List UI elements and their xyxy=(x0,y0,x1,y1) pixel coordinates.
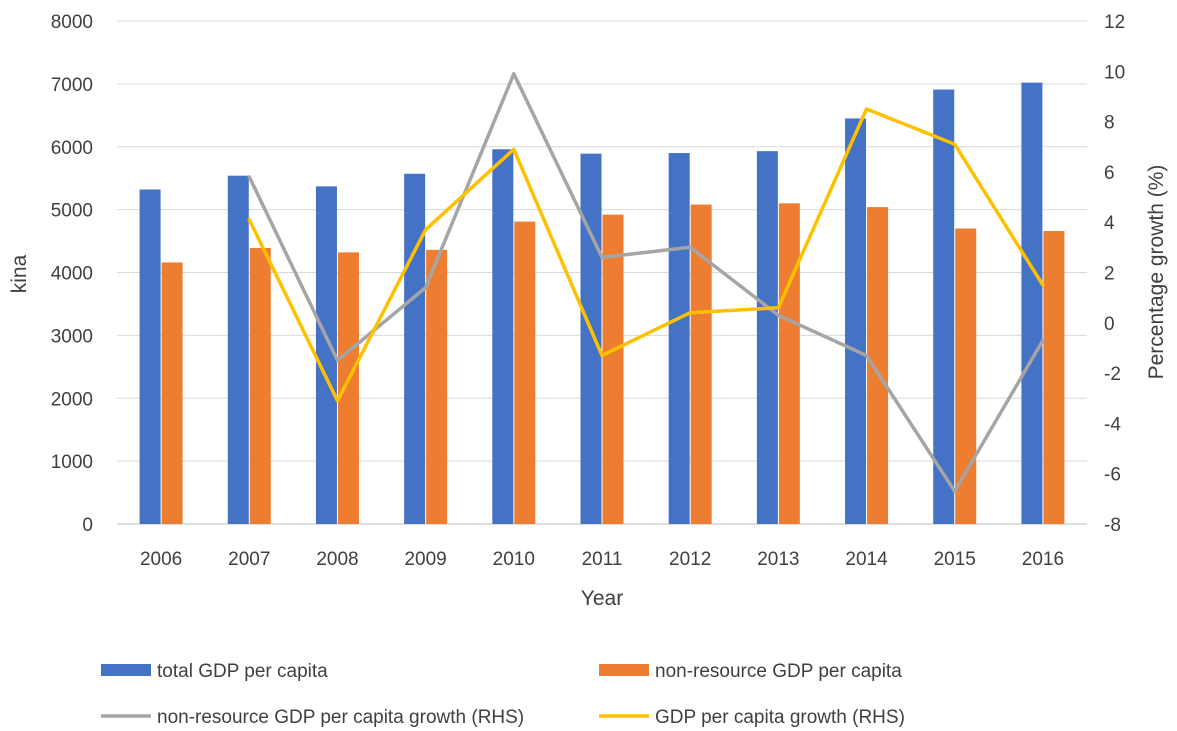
y-tick-label: 5000 xyxy=(51,201,93,222)
gridlines xyxy=(117,20,1087,525)
y-tick-label: 3000 xyxy=(51,326,93,347)
line-gdp-growth xyxy=(247,107,1045,403)
bar-total-2012 xyxy=(668,153,690,524)
bar-non-resource-2011 xyxy=(602,214,624,524)
x-tick-label: 2015 xyxy=(934,549,976,570)
y2-tick-label: 2 xyxy=(1104,264,1115,285)
bar-total-2016 xyxy=(1021,82,1043,525)
bar-total-2009 xyxy=(404,173,426,524)
x-axis-ticks: 2006 2007 2008 2009 2010 2011 2012 2013 2014 2015… xyxy=(140,549,1064,570)
x-tick-label: 2006 xyxy=(140,549,182,570)
series-lines xyxy=(247,72,1045,494)
bar-non-resource-2013 xyxy=(778,203,800,524)
legend-label: GDP per capita growth (RHS) xyxy=(655,707,905,728)
x-axis-title: Year xyxy=(581,587,623,610)
y2-tick-label: -2 xyxy=(1104,364,1121,385)
legend-label: non-resource GDP per capita xyxy=(655,661,902,682)
y2-tick-label: 10 xyxy=(1104,62,1125,83)
bar-non-resource-2008 xyxy=(337,252,359,524)
x-tick-label: 2009 xyxy=(404,549,446,570)
bar-non-resource-2016 xyxy=(1043,231,1065,524)
bar-non-resource-2010 xyxy=(514,221,536,525)
x-tick-label: 2012 xyxy=(669,549,711,570)
y2-tick-label: 8 xyxy=(1104,113,1115,134)
y-tick-label: 4000 xyxy=(51,264,93,285)
bar-total-2015 xyxy=(933,89,955,524)
y2-tick-label: 6 xyxy=(1104,163,1115,184)
x-tick-label: 2010 xyxy=(493,549,535,570)
y2-axis-ticks: -8 -6 -4 -2 0 2 4 6 8 10 12 xyxy=(1104,12,1125,536)
x-tick-label: 2013 xyxy=(757,549,799,570)
bar-total-2014 xyxy=(845,118,867,525)
legend-swatch xyxy=(599,664,649,676)
y2-tick-label: -4 xyxy=(1104,414,1121,435)
legend: total GDP per capita non-resource GDP per… xyxy=(101,661,905,728)
y-tick-label: 0 xyxy=(82,515,93,536)
y2-tick-label: -8 xyxy=(1104,515,1121,536)
bar-total-2007 xyxy=(227,175,249,525)
bar-total-2013 xyxy=(756,151,778,524)
y2-tick-label: -6 xyxy=(1104,465,1121,486)
legend-label: total GDP per capita xyxy=(157,661,328,682)
bar-non-resource-2009 xyxy=(426,249,448,525)
x-tick-label: 2011 xyxy=(582,549,623,570)
y-tick-label: 7000 xyxy=(51,75,93,96)
y-tick-label: 6000 xyxy=(51,138,93,159)
bar-non-resource-2014 xyxy=(867,207,889,525)
legend-label: non-resource GDP per capita growth (RHS) xyxy=(157,707,524,728)
x-tick-label: 2008 xyxy=(316,549,358,570)
bar-total-2008 xyxy=(315,186,337,524)
bar-non-resource-2015 xyxy=(955,228,977,525)
x-tick-label: 2007 xyxy=(228,549,270,570)
line-non-resource-growth xyxy=(247,72,1045,494)
bar-total-2006 xyxy=(139,189,161,524)
x-tick-label: 2016 xyxy=(1022,549,1064,570)
legend-swatch xyxy=(101,664,151,676)
bars xyxy=(139,82,1065,525)
y-axis-ticks: 0 1000 2000 3000 4000 5000 6000 7000 8000 xyxy=(51,12,93,536)
y2-axis-title: Percentage growth (%) xyxy=(1145,165,1168,380)
bar-non-resource-2012 xyxy=(690,204,712,524)
bar-non-resource-2007 xyxy=(249,247,271,524)
y-axis-title: kina xyxy=(8,254,31,293)
y2-tick-label: 12 xyxy=(1104,12,1125,33)
y2-tick-label: 4 xyxy=(1104,213,1115,234)
y-tick-label: 2000 xyxy=(51,389,93,410)
y-tick-label: 8000 xyxy=(51,12,93,33)
y2-tick-label: 0 xyxy=(1104,314,1115,335)
y-tick-label: 1000 xyxy=(51,452,93,473)
bar-total-2011 xyxy=(580,153,602,524)
bar-non-resource-2006 xyxy=(161,262,183,524)
x-tick-label: 2014 xyxy=(845,549,888,570)
bar-total-2010 xyxy=(492,149,514,524)
